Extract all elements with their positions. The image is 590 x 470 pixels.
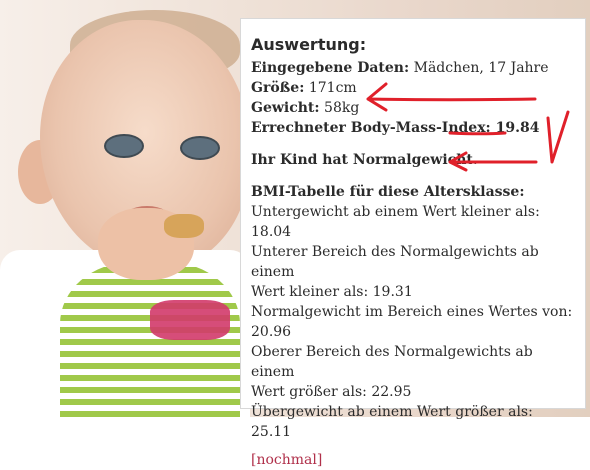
weight-label: Gewicht:	[251, 100, 320, 116]
baby-bib	[60, 262, 240, 417]
spacer	[251, 170, 575, 182]
bmi-value: 19.84	[495, 120, 540, 136]
input-data-row: Eingegebene Daten: Mädchen, 17 Jahre	[251, 58, 575, 78]
biscuit	[164, 214, 204, 238]
bmi-table-heading: BMI-Tabelle für diese Altersklasse:	[251, 184, 525, 200]
bib-pattern	[150, 300, 230, 340]
baby-eye-left	[104, 134, 144, 158]
bmi-label: Errechneter Body-Mass-Index:	[251, 120, 491, 136]
bmi-table-line: Oberer Bereich des Normalgewichts ab ein…	[251, 344, 533, 380]
input-data-value: Mädchen, 17 Jahre	[413, 60, 549, 76]
height-label: Größe:	[251, 80, 305, 96]
bmi-table-line: Untergewicht ab einem Wert kleiner als: …	[251, 204, 540, 240]
height-row: Größe: 171cm	[251, 78, 575, 98]
bmi-row: Errechneter Body-Mass-Index: 19.84	[251, 118, 575, 138]
status-text: Ihr Kind hat Normalgewicht.	[251, 152, 478, 168]
bmi-table-line: Unterer Bereich des Normalgewichts ab ei…	[251, 244, 539, 280]
bmi-result-panel: Auswertung: Eingegebene Daten: Mädchen, …	[240, 18, 586, 468]
bmi-table-line: Wert kleiner als: 19.31	[251, 284, 413, 300]
result-title: Auswertung:	[251, 35, 367, 54]
weight-value: 58kg	[324, 100, 360, 116]
weight-row: Gewicht: 58kg	[251, 98, 575, 118]
bmi-table-line: 20.96	[251, 324, 292, 340]
baby-eye-right	[180, 136, 220, 160]
bmi-table-line: Wert größer als: 22.95	[251, 384, 412, 400]
input-data-label: Eingegebene Daten:	[251, 60, 410, 76]
bmi-table-line: Normalgewicht im Bereich eines Wertes vo…	[251, 304, 573, 320]
bmi-table-line: Übergewicht ab einem Wert größer als: 25…	[251, 404, 533, 440]
again-link[interactable]: [nochmal]	[251, 452, 323, 468]
height-value: 171cm	[308, 80, 357, 96]
spacer	[251, 138, 575, 150]
